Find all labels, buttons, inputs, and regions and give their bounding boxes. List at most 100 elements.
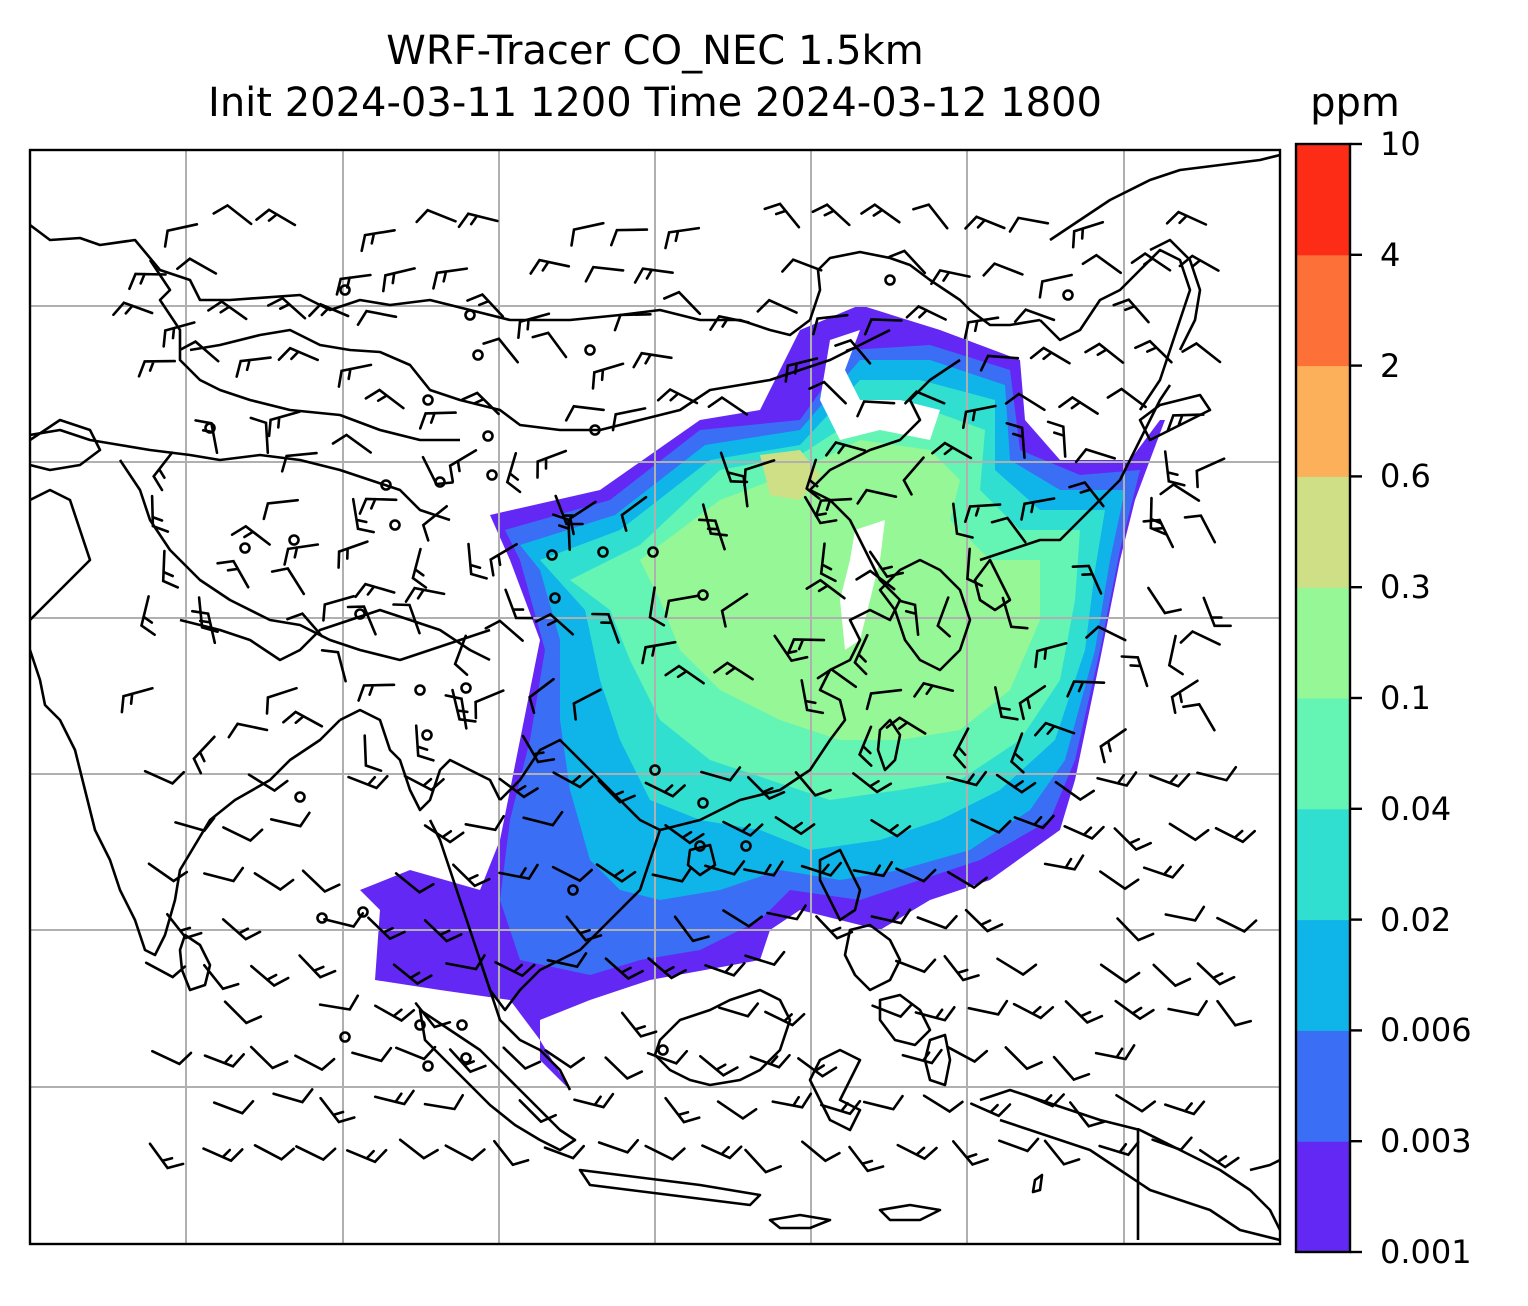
wind-barb	[489, 543, 518, 577]
wind-barb	[1199, 1149, 1240, 1169]
wind-barb	[1098, 1141, 1140, 1157]
border-kazakhstan	[148, 259, 460, 442]
wind-barb	[719, 451, 749, 484]
wind-barb	[664, 824, 705, 845]
wind-barb	[461, 391, 500, 416]
wind-barb	[855, 569, 896, 591]
wind-barb	[811, 203, 851, 227]
wind-barb	[120, 686, 154, 714]
wind-barb	[1008, 216, 1050, 233]
wind-barb	[230, 524, 271, 546]
wind-barb	[644, 781, 686, 798]
wind-barb	[1071, 564, 1103, 595]
coast-japan-honshu	[979, 384, 1172, 562]
wind-barb	[163, 223, 199, 248]
wind-barb	[357, 683, 396, 702]
wind-barb	[1071, 220, 1105, 249]
wind-barb	[936, 596, 951, 638]
wind-barb	[294, 1054, 336, 1072]
wind-barb-calm	[422, 394, 434, 406]
wind-barb	[913, 681, 955, 698]
wind-barb-calm	[464, 309, 476, 321]
coast-far-east	[1039, 248, 1192, 411]
wind-barb	[448, 449, 478, 483]
wind-barb	[203, 964, 240, 991]
wind-barb	[853, 633, 869, 676]
wind-barb	[930, 268, 971, 286]
wind-barb	[1196, 962, 1236, 986]
wind-barb	[502, 1046, 542, 1071]
wind-barb	[1034, 642, 1068, 669]
wind-barb	[444, 694, 468, 730]
wind-barb	[1159, 482, 1201, 502]
coast-kamchatka-bay	[1149, 238, 1202, 351]
wind-barb	[1196, 765, 1238, 782]
wind-barb	[269, 811, 311, 828]
wind-barb	[249, 1045, 289, 1070]
coast-india-ne	[339, 708, 502, 812]
wind-barb	[870, 819, 912, 838]
wind-barb	[570, 221, 605, 247]
wind-barb-calm	[460, 1052, 472, 1064]
wind-barb	[140, 595, 156, 636]
wind-barb	[1164, 1100, 1206, 1116]
coastlines	[30, 153, 1280, 1242]
wind-barb	[1202, 596, 1232, 628]
wind-barb-calm	[339, 1031, 351, 1043]
wind-barb	[856, 488, 898, 505]
wind-barb	[546, 952, 588, 969]
wind-barb	[1147, 586, 1182, 615]
wind-barb	[227, 722, 269, 739]
coast-taiwan	[876, 718, 902, 772]
wind-barb	[902, 456, 925, 496]
wind-barb	[756, 298, 798, 314]
wind-barb	[374, 1004, 416, 1023]
wind-barb	[235, 356, 272, 378]
wind-barb	[664, 664, 705, 685]
coast-philippines-mindanao	[878, 993, 932, 1047]
wind-barb	[800, 861, 842, 877]
wind-barb	[1195, 457, 1226, 489]
wind-barb	[633, 267, 674, 284]
wind-barb	[212, 203, 253, 226]
wind-barb-calm	[647, 546, 659, 558]
wind-barb	[1165, 210, 1208, 226]
wind-barb	[1081, 253, 1122, 275]
wind-barb	[871, 1003, 913, 1019]
colorbar-segment	[1296, 587, 1350, 699]
wind-barb	[162, 321, 196, 348]
wind-barb	[982, 262, 1024, 277]
wind-barb	[979, 354, 1020, 372]
wind-barb	[270, 567, 306, 596]
wind-barb	[914, 1006, 956, 1022]
colorbar-segment	[1296, 808, 1350, 921]
wind-barb	[1034, 721, 1076, 737]
wind-barb	[946, 1046, 989, 1064]
map-frame	[28, 148, 1282, 1246]
wind-barb	[414, 724, 435, 762]
wind-barb	[493, 1139, 530, 1167]
wind-barb	[901, 1048, 943, 1065]
wind-barb	[1068, 480, 1105, 508]
wind-barb	[641, 640, 677, 665]
wind-barb	[474, 689, 505, 720]
wind-barb	[709, 314, 750, 331]
wind-barb-calm	[657, 1044, 669, 1056]
wind-barb	[174, 816, 216, 833]
wind-barb	[1052, 1055, 1091, 1082]
wind-barb	[912, 203, 949, 230]
wind-barb	[398, 1138, 439, 1160]
wind-barb-calm	[357, 906, 369, 918]
colorbar-segment	[1296, 919, 1350, 1031]
wind-barb	[277, 346, 319, 362]
wind-barb	[1167, 634, 1184, 676]
wind-barb	[202, 1147, 244, 1163]
wind-barb	[717, 1002, 760, 1018]
wind-barb	[1085, 625, 1127, 642]
coast-java	[578, 1168, 762, 1207]
wind-barb	[448, 1048, 487, 1074]
wind-barb	[498, 863, 539, 881]
wind-barb	[522, 810, 564, 827]
wind-barb	[150, 494, 170, 533]
wind-barb	[885, 716, 927, 735]
